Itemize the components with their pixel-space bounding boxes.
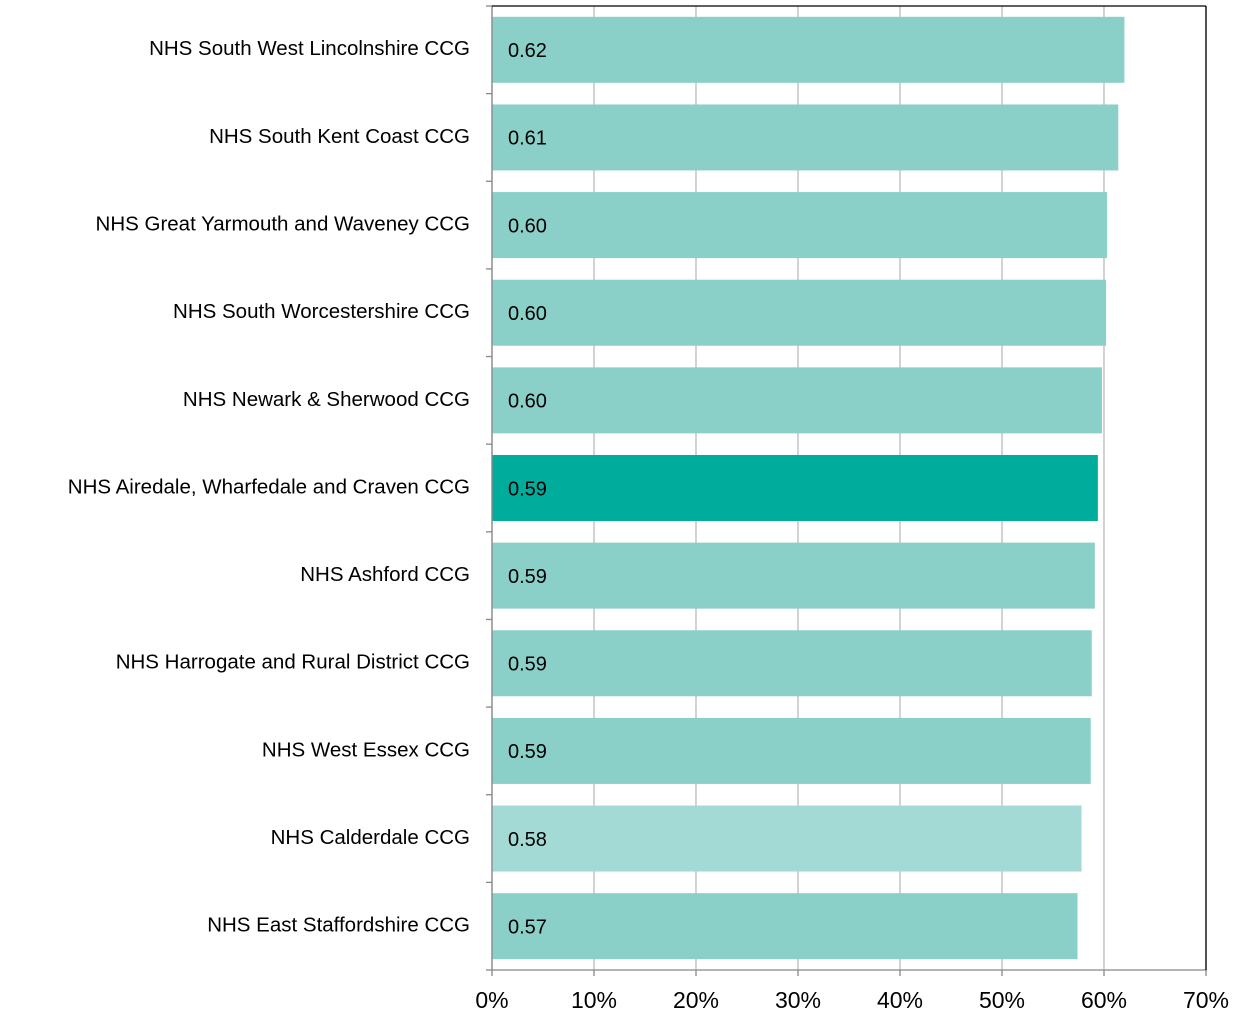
value-label: 0.60	[508, 303, 547, 325]
value-label: 0.59	[508, 566, 547, 588]
bar	[492, 16, 1125, 83]
value-label: 0.60	[508, 215, 547, 237]
bar	[492, 455, 1098, 521]
value-label: 0.58	[508, 829, 547, 851]
bar	[492, 542, 1095, 609]
bar	[492, 717, 1091, 784]
bar	[492, 805, 1082, 872]
value-label: 0.60	[508, 391, 547, 413]
y-tick-label: NHS Harrogate and Rural District CCG	[116, 651, 470, 674]
y-tick-label: NHS Great Yarmouth and Waveney CCG	[96, 213, 470, 236]
x-tick-label: 0%	[475, 987, 508, 1013]
value-label: 0.59	[508, 741, 547, 763]
value-label: 0.57	[508, 916, 547, 938]
bar	[492, 192, 1108, 259]
value-label: 0.62	[508, 40, 547, 62]
x-tick-label: 10%	[571, 987, 617, 1013]
x-tick-label: 40%	[877, 987, 923, 1013]
bar	[492, 893, 1078, 960]
value-label: 0.61	[508, 128, 547, 150]
y-tick-label: NHS South West Lincolnshire CCG	[149, 37, 470, 60]
x-tick-label: 60%	[1081, 987, 1127, 1013]
y-tick-label: NHS South Worcestershire CCG	[173, 300, 470, 323]
bar	[492, 104, 1119, 171]
y-tick-label: NHS Calderdale CCG	[271, 826, 470, 849]
y-tick-label: NHS Airedale, Wharfedale and Craven CCG	[68, 475, 470, 498]
y-tick-label: NHS East Staffordshire CCG	[207, 914, 470, 937]
y-tick-label: NHS West Essex CCG	[262, 738, 470, 761]
x-tick-label: 20%	[673, 987, 719, 1013]
y-tick-label: NHS Ashford CCG	[300, 563, 470, 586]
x-tick-label: 50%	[979, 987, 1025, 1013]
bar	[492, 367, 1102, 434]
x-tick-label: 30%	[775, 987, 821, 1013]
value-label: 0.59	[508, 654, 547, 676]
x-tick-label: 70%	[1183, 987, 1229, 1013]
y-tick-label: NHS South Kent Coast CCG	[209, 125, 470, 148]
value-label: 0.59	[508, 478, 547, 500]
bar	[492, 279, 1107, 346]
bar	[492, 630, 1092, 697]
y-tick-label: NHS Newark & Sherwood CCG	[183, 388, 470, 411]
